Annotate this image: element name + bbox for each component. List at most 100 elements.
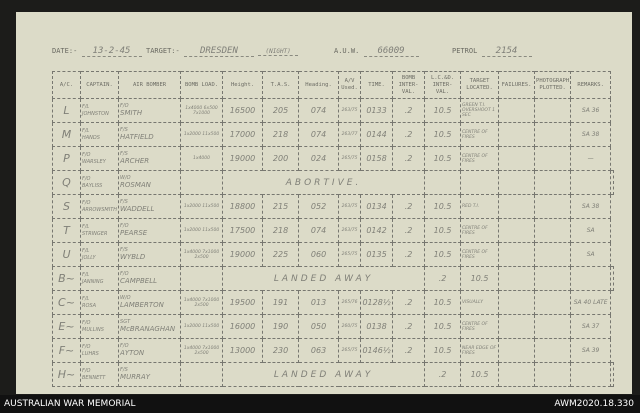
air-bomber-cell: SGT McBRANAGHAN xyxy=(118,314,182,339)
aircraft-letter: P xyxy=(52,146,81,171)
header-row: A/C. CAPTAIN. AIR BOMBER BOMB LOAD. Height. T… xyxy=(52,71,614,99)
aircraft-letter: H~ xyxy=(52,362,81,387)
bomber-name: MURRAY xyxy=(120,373,150,381)
time: 0138 xyxy=(360,314,394,339)
time: 0142 xyxy=(360,218,394,243)
captain-cell: F/L HANDS xyxy=(79,122,120,147)
height: 17000 xyxy=(222,122,264,147)
air-bomber-cell: F/O SMITH xyxy=(118,98,182,123)
aircraft-letter: C~ xyxy=(52,290,81,315)
tas: 191 xyxy=(262,290,300,315)
av-used: 263/75 xyxy=(338,218,362,243)
captain-cell: F/O MULLINS xyxy=(79,314,120,339)
air-bomber-cell: F/O AYTON xyxy=(118,338,182,363)
failures xyxy=(498,218,536,243)
av-used: 263/75 xyxy=(338,194,362,219)
column-header: T.A.S. xyxy=(262,71,300,99)
air-bomber-cell: W/O LAMBERTON xyxy=(118,290,182,315)
archive-reference: AWM2020.18.330 xyxy=(554,399,634,409)
captain-rank: F/L xyxy=(82,295,90,302)
captain-rank: F/O xyxy=(82,319,91,326)
lcd-interval: 10.5 xyxy=(424,338,462,363)
captain-name: BENNETT xyxy=(82,374,106,381)
bomber-rank: F/S xyxy=(120,151,128,157)
bomb-interval: .2 xyxy=(392,98,426,123)
date-field: DATE:- 13-2-45 xyxy=(52,46,142,57)
captain-cell: F/L STRINGER xyxy=(79,218,120,243)
table-row: L F/L JOHNSTON F/O SMITH 1x4000 6x500 7x1000 1… xyxy=(52,98,614,123)
column-header: FAILURES. xyxy=(498,71,536,99)
bomber-rank: F/S xyxy=(120,199,128,205)
bomber-name: WADDELL xyxy=(120,205,155,213)
remarks: SA 38 xyxy=(570,194,612,219)
bomb-interval xyxy=(424,170,462,195)
height: 19000 xyxy=(222,146,264,171)
lcd-interval: 10.5 xyxy=(460,266,500,291)
height: 19500 xyxy=(222,290,264,315)
captain-name: ARROWSMITH xyxy=(82,206,118,213)
photograph-plotted xyxy=(534,98,572,123)
air-bomber-cell: F/S MURRAY xyxy=(118,362,182,387)
column-header: TARGET LOCATED. xyxy=(460,71,500,99)
bomber-rank: SGT xyxy=(120,319,131,325)
bomber-rank: F/S xyxy=(120,247,128,253)
failures xyxy=(498,314,536,339)
bomber-rank: W/O xyxy=(120,175,131,181)
captain-name: WARSLEY xyxy=(82,158,106,165)
date-label: DATE:- xyxy=(52,47,78,55)
captain-rank: F/L xyxy=(82,223,90,230)
column-header: A/V Used. xyxy=(338,71,362,99)
bomb-load xyxy=(180,266,224,291)
photograph-plotted xyxy=(570,266,612,291)
target-located: CENTRE OF FIRES xyxy=(460,242,500,267)
time: 0128½ xyxy=(360,290,394,315)
heading: 024 xyxy=(298,146,340,171)
captain-name: JOLLY xyxy=(82,254,96,261)
av-used: 263/75 xyxy=(338,98,362,123)
captain-rank: F/O xyxy=(82,175,91,182)
bomb-load: 1x2000 11x500 xyxy=(180,122,224,147)
tas: 200 xyxy=(262,146,300,171)
photograph-plotted xyxy=(534,290,572,315)
remarks: SA xyxy=(570,218,612,243)
photograph-plotted xyxy=(534,218,572,243)
remarks: — xyxy=(570,146,612,171)
captain-cell: F/O ARROWSMITH xyxy=(79,194,120,219)
lcd-interval: 10.5 xyxy=(424,146,462,171)
captain-rank: F/L xyxy=(82,103,90,110)
captain-cell: F/L JOHNSTON xyxy=(79,98,120,123)
date-value: 13-2-45 xyxy=(81,46,142,57)
tas: 218 xyxy=(262,122,300,147)
archive-name: AUSTRALIAN WAR MEMORIAL xyxy=(4,399,136,409)
bomb-interval: .2 xyxy=(392,218,426,243)
table-row: P F/O WARSLEY F/S ARCHER 1x4000 19000 200 024 265… xyxy=(52,146,614,171)
photograph-plotted xyxy=(570,170,612,195)
failures xyxy=(498,242,536,267)
lcd-interval: 10.5 xyxy=(424,314,462,339)
target-field: TARGET:- DRESDEN (NIGHT) xyxy=(146,46,299,57)
captain-rank: F/L xyxy=(82,271,90,278)
bomber-rank: F/O xyxy=(120,223,129,229)
bomber-name: SMITH xyxy=(120,109,143,117)
remarks xyxy=(610,170,615,195)
target-label: TARGET:- xyxy=(146,47,180,55)
photograph-plotted xyxy=(570,362,612,387)
bomb-load: 1x4000 7x1000 2x500 xyxy=(180,290,224,315)
height: 19000 xyxy=(222,242,264,267)
photograph-plotted xyxy=(534,122,572,147)
lcd-interval xyxy=(460,170,500,195)
remarks: SA 37 xyxy=(570,314,612,339)
tas: 190 xyxy=(262,314,300,339)
av-used: 260/75 xyxy=(338,314,362,339)
table-row: Q F/O BAYLISS W/O ROSMAN ABORTIVE. xyxy=(52,170,615,195)
heading: 050 xyxy=(298,314,340,339)
air-bomber-cell: F/S HATFIELD xyxy=(118,122,182,147)
table-row: U F/L JOLLY F/S WYBLD 1x4000 7x1000 2x500 1900… xyxy=(52,242,614,267)
photograph-plotted xyxy=(534,194,572,219)
status-note: ABORTIVE. xyxy=(222,170,426,195)
column-header: A/C. xyxy=(52,71,81,99)
bomber-rank: F/O xyxy=(120,271,129,277)
bomb-interval: .2 xyxy=(392,146,426,171)
table-row: F~ F/O LUHRS F/O AYTON 1x4000 7x1000 2x500 130… xyxy=(52,338,614,363)
air-bomber-cell: F/S WYBLD xyxy=(118,242,182,267)
